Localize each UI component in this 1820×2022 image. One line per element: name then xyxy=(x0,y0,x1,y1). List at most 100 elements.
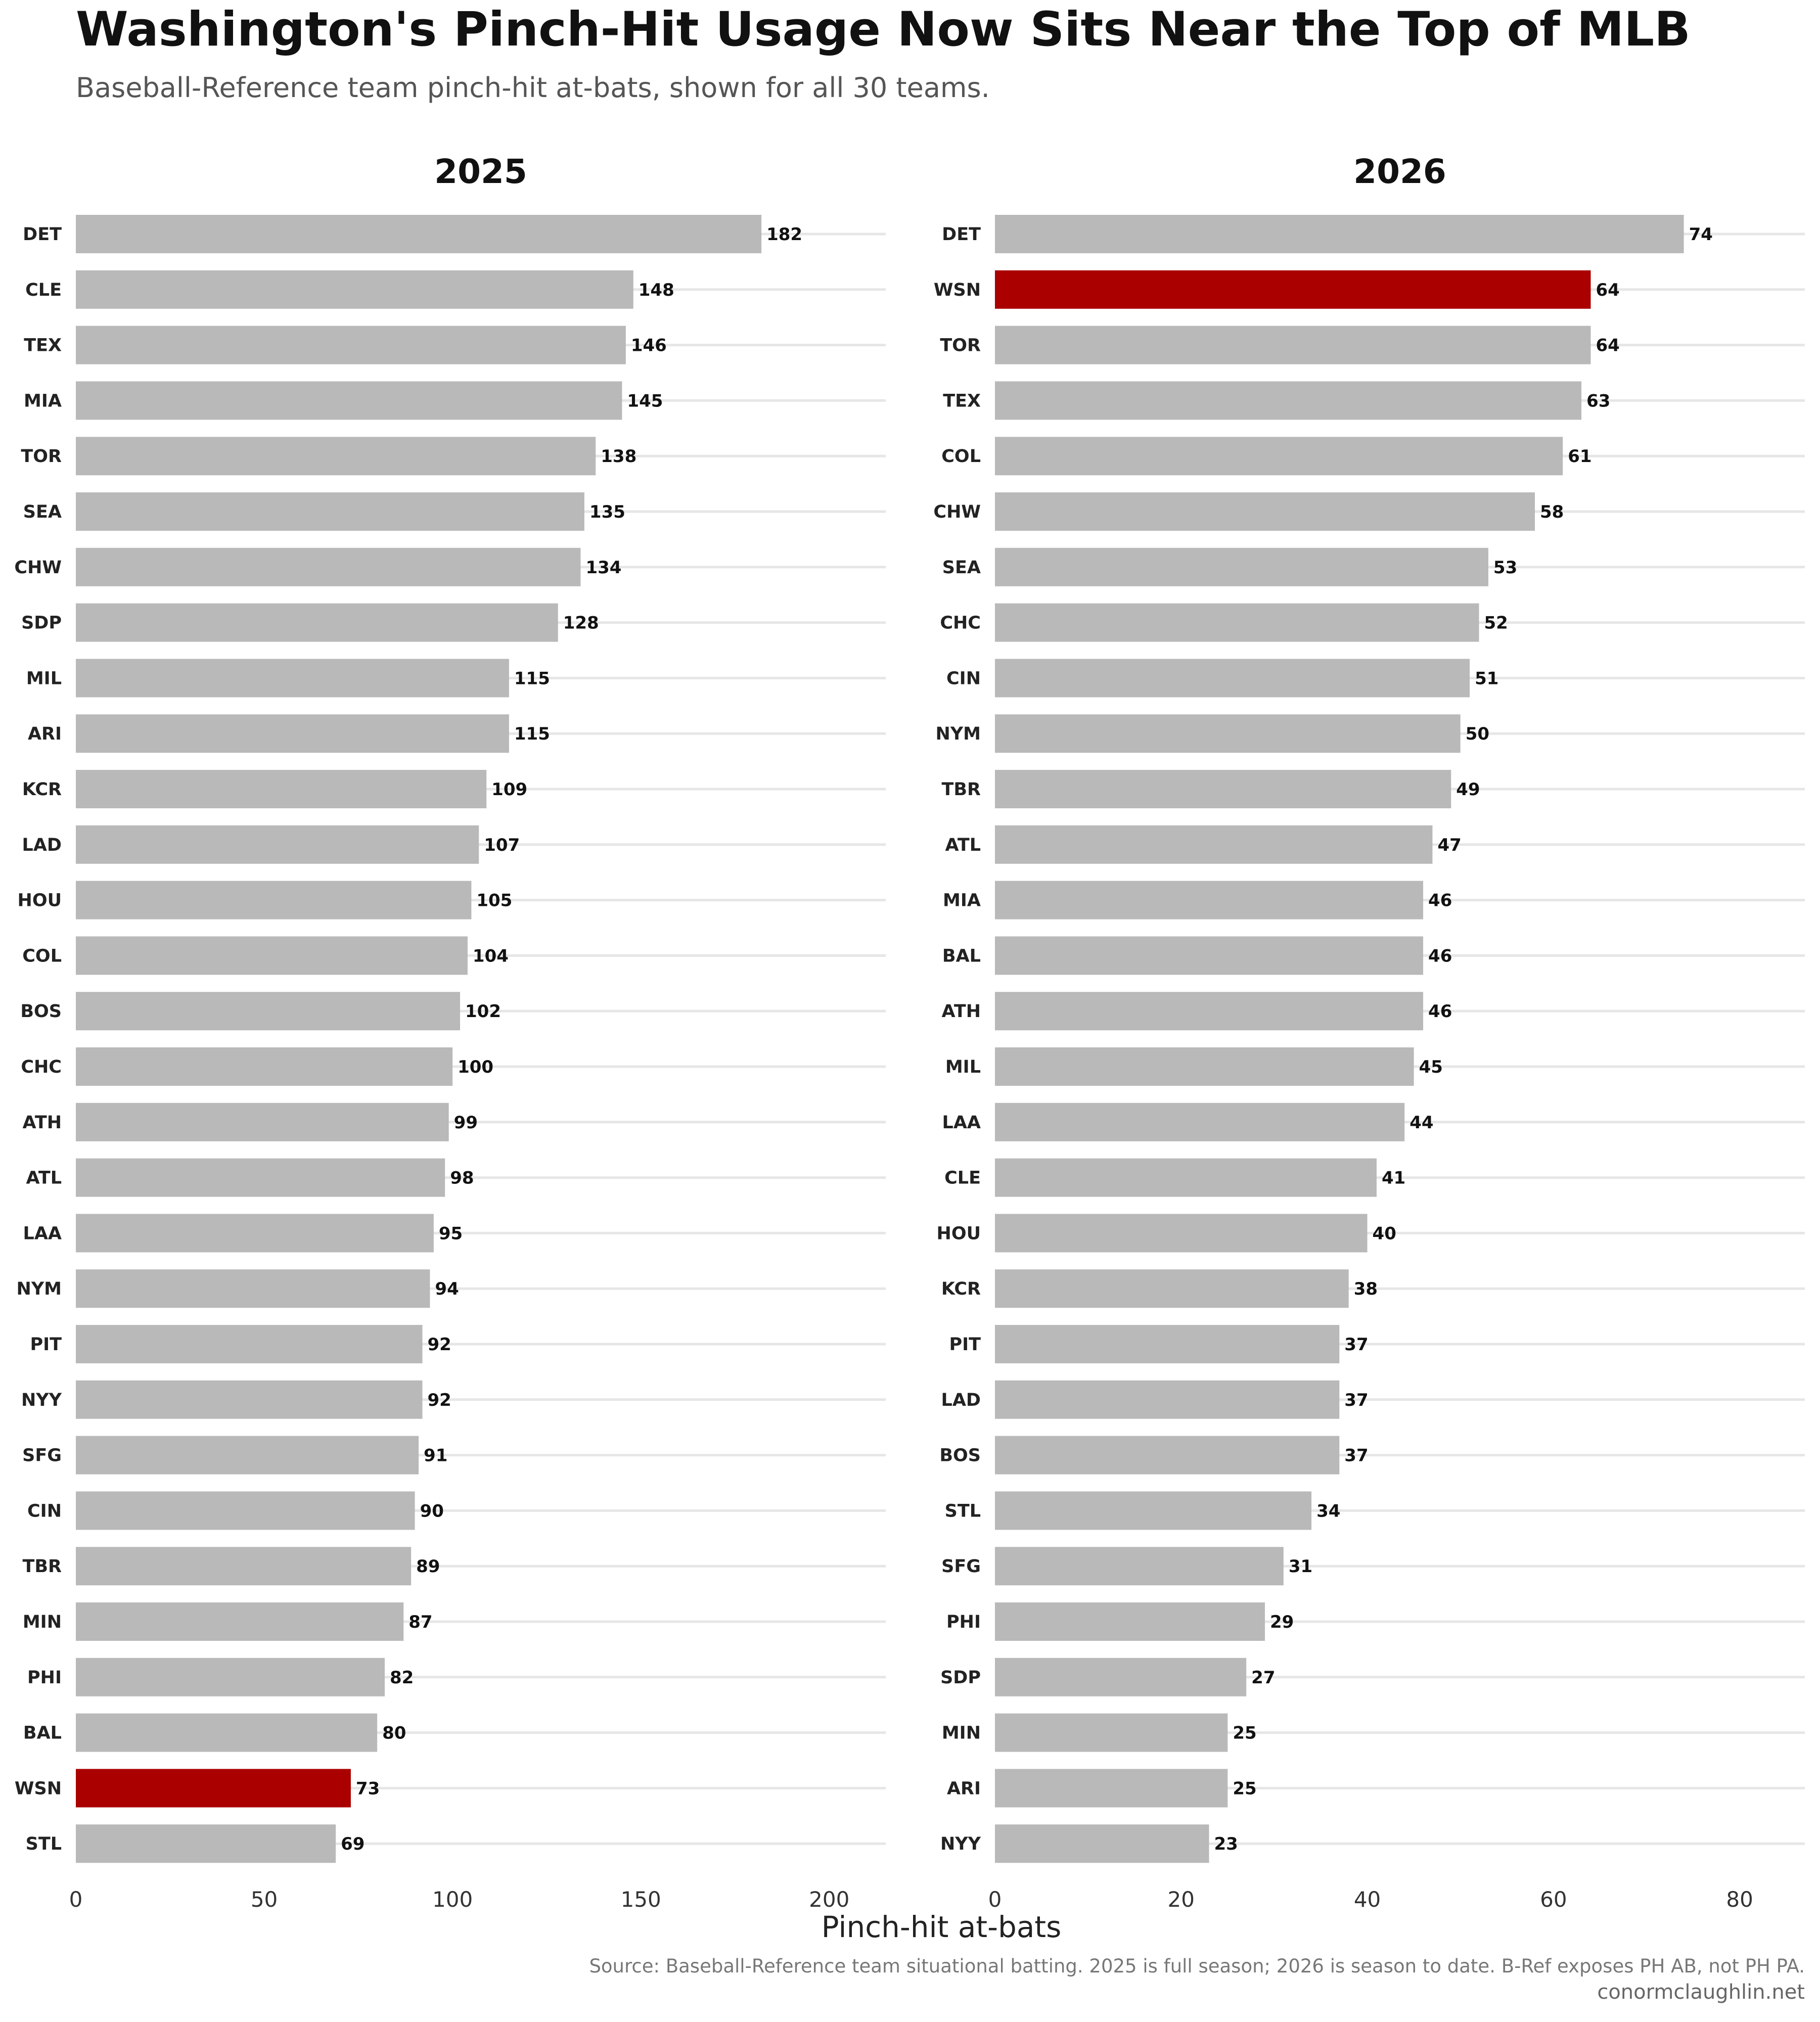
value-label-wsn: 64 xyxy=(1596,280,1619,300)
value-label-stl: 34 xyxy=(1316,1501,1340,1521)
value-label-nyy: 23 xyxy=(1214,1834,1238,1854)
bar-phi xyxy=(995,1602,1265,1641)
bar-lad xyxy=(76,825,479,864)
team-label-stl: STL xyxy=(26,1834,62,1854)
team-label-hou: HOU xyxy=(937,1223,981,1244)
team-label-ari: ARI xyxy=(947,1778,981,1799)
bar-tor xyxy=(76,437,596,476)
team-label-det: DET xyxy=(23,224,62,245)
bar-min xyxy=(995,1713,1228,1752)
bar-sfg xyxy=(995,1547,1284,1586)
value-label-cle: 148 xyxy=(639,280,674,300)
value-label-lad: 37 xyxy=(1344,1390,1368,1410)
team-label-kcr: KCR xyxy=(941,1279,981,1299)
bar-bal xyxy=(76,1713,378,1752)
bar-tor xyxy=(995,326,1591,364)
team-label-min: MIN xyxy=(942,1723,981,1743)
team-label-tor: TOR xyxy=(21,446,62,467)
bar-laa xyxy=(995,1102,1405,1141)
team-label-atl: ATL xyxy=(945,835,981,855)
team-label-bos: BOS xyxy=(20,1001,62,1022)
value-label-sdp: 128 xyxy=(563,613,599,633)
x-tick-label: 50 xyxy=(251,1887,278,1912)
bar-bal xyxy=(995,936,1424,975)
team-label-laa: LAA xyxy=(23,1223,62,1244)
value-label-tor: 64 xyxy=(1596,336,1619,356)
team-label-cle: CLE xyxy=(25,280,62,300)
value-label-phi: 29 xyxy=(1270,1612,1294,1632)
bar-det xyxy=(995,215,1684,253)
bar-pit xyxy=(995,1325,1340,1363)
bar-kcr xyxy=(76,770,487,808)
value-label-min: 87 xyxy=(408,1612,432,1632)
team-label-hou: HOU xyxy=(18,891,62,911)
bar-sdp xyxy=(995,1658,1247,1696)
credit-text: conormclaughlin.net xyxy=(1597,1981,1805,2004)
value-label-mil: 45 xyxy=(1419,1057,1443,1077)
value-label-ath: 46 xyxy=(1428,1001,1452,1022)
bar-nym xyxy=(995,714,1461,753)
team-label-mil: MIL xyxy=(945,1057,981,1077)
bar-ath xyxy=(995,992,1424,1031)
bar-sea xyxy=(76,492,584,531)
value-label-hou: 105 xyxy=(476,891,512,911)
bar-kcr xyxy=(995,1269,1349,1308)
value-label-phi: 82 xyxy=(390,1668,414,1688)
value-label-col: 61 xyxy=(1568,446,1591,467)
team-label-min: MIN xyxy=(23,1612,62,1632)
chart-subtitle: Baseball-Reference team pinch-hit at-bat… xyxy=(76,72,990,104)
value-label-kcr: 38 xyxy=(1354,1279,1378,1299)
bar-pit xyxy=(76,1325,423,1363)
value-label-chc: 100 xyxy=(458,1057,493,1077)
team-label-cle: CLE xyxy=(944,1168,981,1188)
team-label-tbr: TBR xyxy=(22,1556,62,1577)
bar-chw xyxy=(995,492,1535,531)
team-label-cin: CIN xyxy=(946,668,981,688)
value-label-nyy: 92 xyxy=(428,1390,451,1410)
value-label-lad: 107 xyxy=(484,835,520,855)
value-label-pit: 92 xyxy=(428,1335,451,1355)
value-label-cin: 90 xyxy=(420,1501,444,1521)
value-label-bos: 102 xyxy=(465,1001,501,1022)
value-label-bos: 37 xyxy=(1344,1446,1368,1466)
value-label-sdp: 27 xyxy=(1251,1668,1275,1688)
x-tick-label: 80 xyxy=(1726,1887,1753,1912)
value-label-sea: 53 xyxy=(1493,558,1517,578)
bar-min xyxy=(76,1602,404,1641)
bar-chc xyxy=(76,1047,453,1086)
bar-ari xyxy=(76,714,509,753)
bar-cle xyxy=(995,1158,1377,1197)
bar-tex xyxy=(76,326,626,364)
bar-nyy xyxy=(995,1824,1209,1863)
value-label-nym: 50 xyxy=(1466,724,1489,744)
team-label-tbr: TBR xyxy=(941,779,981,800)
value-label-min: 25 xyxy=(1233,1723,1256,1743)
team-label-lad: LAD xyxy=(941,1390,981,1410)
team-label-mil: MIL xyxy=(26,668,62,688)
team-label-mia: MIA xyxy=(943,891,981,911)
value-label-det: 74 xyxy=(1689,224,1713,245)
bar-chw xyxy=(76,547,581,586)
team-label-nym: NYM xyxy=(936,724,981,744)
value-label-chw: 58 xyxy=(1540,502,1564,522)
team-label-phi: PHI xyxy=(946,1612,981,1632)
team-label-tex: TEX xyxy=(943,391,981,411)
bar-atl xyxy=(76,1158,445,1197)
bar-det xyxy=(76,215,762,253)
x-tick-label: 60 xyxy=(1540,1887,1567,1912)
x-tick-label: 0 xyxy=(988,1887,1002,1912)
bar-hou xyxy=(995,1214,1368,1253)
bar-mia xyxy=(995,881,1424,920)
x-tick-label: 0 xyxy=(69,1887,83,1912)
team-label-cin: CIN xyxy=(27,1501,62,1521)
team-label-sea: SEA xyxy=(942,558,981,578)
team-label-tor: TOR xyxy=(940,336,981,356)
bar-cin xyxy=(995,659,1470,698)
value-label-tor: 138 xyxy=(601,446,636,467)
team-label-stl: STL xyxy=(945,1501,981,1521)
value-label-stl: 69 xyxy=(341,1834,365,1854)
bar-mia xyxy=(76,381,622,420)
team-label-chw: CHW xyxy=(14,558,62,578)
team-label-pit: PIT xyxy=(949,1335,981,1355)
bar-tex xyxy=(995,381,1582,420)
